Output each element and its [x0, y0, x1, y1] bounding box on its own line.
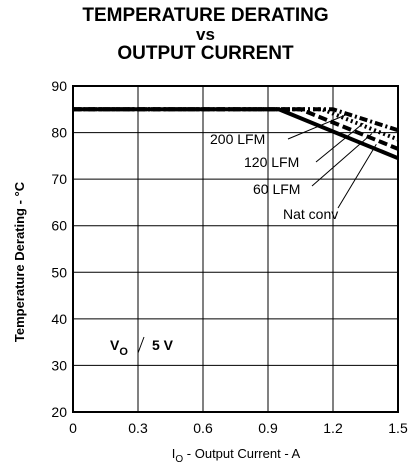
series-annotations: 200 LFM 120 LFM 60 LFM Nat conv	[210, 112, 377, 222]
x-tick-label: 0.3	[128, 420, 148, 436]
condition-marker	[137, 336, 145, 354]
leader-line-200-lfm	[287, 112, 351, 140]
x-tick-label: 0	[69, 420, 77, 436]
x-tick-label: 0.6	[193, 420, 213, 436]
y-tick-label: 70	[51, 171, 67, 187]
series-label-60-lfm: 60 LFM	[253, 181, 300, 197]
y-axis-label: Temperature Derating - °C	[12, 181, 27, 342]
y-tick-label: 80	[51, 125, 67, 141]
y-tick-label: 40	[51, 311, 67, 327]
series-line-nat-conv	[73, 107, 399, 161]
tick-labels: 0 0.3 0.6 0.9 1.2 1.5 20 30 40 50 60 70 80 90	[51, 78, 408, 436]
chart-title-line-2: vs	[196, 25, 215, 44]
x-tick-label: 1.5	[388, 420, 408, 436]
y-tick-label: 90	[51, 78, 67, 94]
y-tick-label: 50	[51, 264, 67, 280]
series-lines	[73, 107, 399, 161]
series-label-120-lfm: 120 LFM	[244, 154, 299, 170]
chart-title-line-3: OUTPUT CURRENT	[117, 43, 294, 64]
leader-line-nat-conv	[337, 143, 377, 209]
x-tick-label: 1.2	[323, 420, 343, 436]
chart-title-line-1: TEMPERATURE DERATING	[82, 5, 329, 26]
condition-value: 5 V	[152, 337, 174, 353]
series-label-200-lfm: 200 LFM	[210, 131, 265, 147]
leader-line-120-lfm	[315, 122, 364, 163]
leader-line-60-lfm	[311, 133, 373, 187]
y-tick-label: 30	[51, 357, 67, 373]
plot-frame	[72, 85, 399, 413]
x-tick-label: 0.9	[258, 420, 278, 436]
x-axis-label: IO - Output Current - A	[172, 446, 301, 465]
series-label-nat-conv: Nat conv	[283, 206, 338, 222]
condition-symbol: VO	[110, 337, 128, 358]
series-line-60-lfm	[73, 107, 399, 151]
y-tick-label: 60	[51, 218, 67, 234]
y-tick-label: 20	[51, 404, 67, 420]
condition-label: VO 5 V	[110, 336, 174, 358]
